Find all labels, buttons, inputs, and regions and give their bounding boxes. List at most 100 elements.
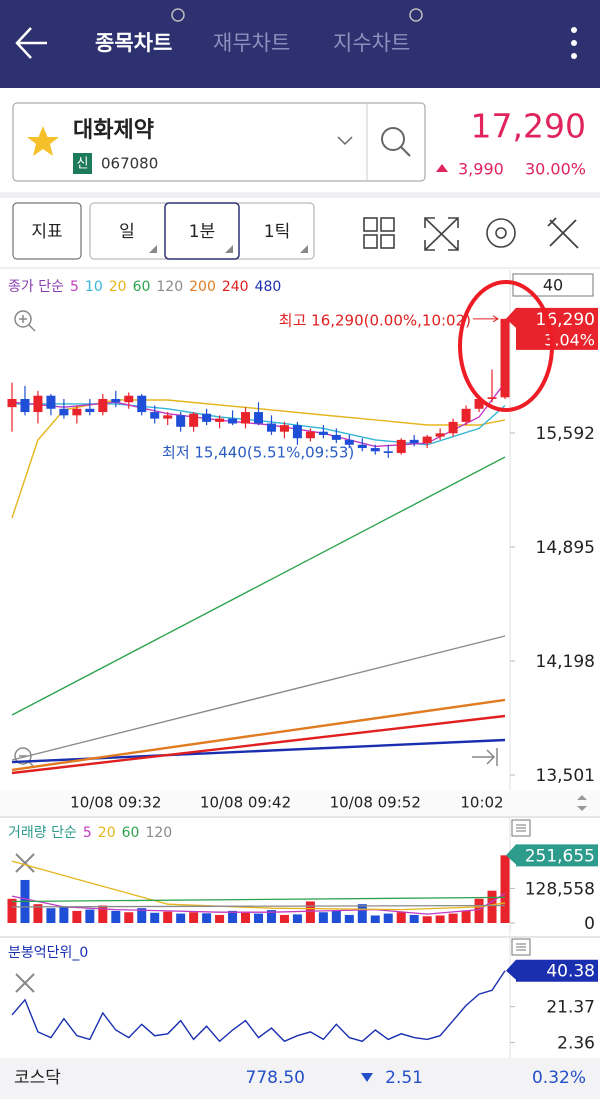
back-button[interactable] bbox=[15, 27, 47, 59]
legend-entry: 20 bbox=[109, 279, 127, 295]
legend-title: 거래량 단순 bbox=[8, 825, 77, 841]
y-tick-label: 0 bbox=[584, 914, 595, 934]
period[interactable]: 일 bbox=[119, 222, 135, 242]
indicator-button[interactable] bbox=[12, 202, 82, 260]
scale-box-label: 40 bbox=[543, 276, 563, 295]
volume-bar bbox=[59, 906, 69, 923]
stock-name: 대화제약 bbox=[73, 118, 154, 143]
expand-button[interactable] bbox=[424, 217, 459, 251]
moving-average bbox=[11, 698, 506, 772]
candle-body bbox=[85, 408, 95, 413]
dropdown[interactable] bbox=[337, 136, 353, 146]
tools-button[interactable] bbox=[547, 217, 579, 249]
volume-bar bbox=[215, 914, 225, 923]
volume-bar bbox=[474, 898, 484, 923]
volume-bar bbox=[331, 910, 341, 923]
stock-box[interactable] bbox=[12, 102, 426, 182]
candle-body bbox=[137, 395, 147, 413]
panel-menu[interactable] bbox=[511, 938, 531, 956]
volume-bar bbox=[318, 912, 328, 923]
search-button[interactable] bbox=[381, 127, 411, 157]
volume-bar bbox=[150, 912, 160, 923]
settings-button[interactable] bbox=[486, 218, 516, 248]
candle-body bbox=[357, 444, 367, 449]
y-tick-label: 2.36 bbox=[557, 1034, 595, 1054]
menu-button[interactable] bbox=[571, 27, 577, 59]
y-tick-label: 40.38 bbox=[546, 962, 595, 982]
period-selected[interactable] bbox=[164, 202, 240, 260]
candle-body bbox=[500, 318, 510, 398]
volume-bar bbox=[292, 914, 302, 923]
layout-button[interactable] bbox=[363, 217, 395, 249]
up-arrow bbox=[436, 164, 448, 172]
index-change-rate: 0.32% bbox=[532, 1068, 586, 1088]
index-change: 2.51 bbox=[385, 1068, 423, 1088]
volume-bar bbox=[305, 901, 315, 923]
volume-bar bbox=[357, 904, 367, 923]
candle-body bbox=[331, 434, 341, 440]
volume-bar bbox=[487, 890, 497, 923]
candle-body bbox=[318, 431, 328, 435]
candle-body bbox=[111, 398, 121, 403]
candle-body bbox=[266, 423, 276, 432]
scroll-end[interactable] bbox=[472, 748, 498, 766]
moving-average bbox=[11, 714, 506, 775]
candle-body bbox=[292, 425, 302, 439]
candle-body bbox=[176, 415, 186, 427]
close-panel[interactable] bbox=[15, 853, 35, 873]
panel-menu[interactable] bbox=[511, 819, 531, 837]
x-axis-band bbox=[0, 790, 600, 816]
current-change: 3.04% bbox=[544, 330, 595, 349]
candle-body bbox=[461, 408, 471, 422]
tab[interactable]: 재무차트 bbox=[213, 31, 290, 55]
high-arrow bbox=[473, 315, 499, 323]
footer-bar bbox=[0, 1058, 600, 1099]
period[interactable]: 1틱 bbox=[264, 222, 290, 242]
candle-body bbox=[435, 433, 445, 437]
badge-text: 신 bbox=[77, 157, 89, 172]
candle-body bbox=[150, 412, 160, 419]
volume-bar bbox=[46, 908, 56, 923]
candle-body bbox=[72, 408, 82, 416]
moving-average bbox=[11, 456, 506, 716]
legend-entry: 60 bbox=[133, 279, 151, 295]
volume-bar bbox=[279, 914, 289, 923]
index-value: 778.50 bbox=[246, 1068, 305, 1088]
scale-box[interactable] bbox=[512, 273, 594, 297]
volume-bar bbox=[370, 915, 380, 923]
legend-title: 종가 단순 bbox=[8, 279, 64, 295]
tab[interactable]: 지수차트 bbox=[333, 31, 410, 55]
current-value-box bbox=[506, 959, 598, 982]
y-tick-label: 13,501 bbox=[536, 766, 595, 786]
volume-average bbox=[11, 860, 506, 911]
candle-body bbox=[487, 397, 497, 399]
legend-entry: 200 bbox=[189, 279, 216, 295]
candle-body bbox=[370, 448, 380, 452]
tab-active[interactable]: 종목차트 bbox=[95, 31, 172, 55]
top-bar bbox=[0, 0, 600, 88]
indicator-line bbox=[11, 970, 506, 1043]
x-tick-label: 10/08 09:32 bbox=[70, 794, 161, 812]
candle-body bbox=[20, 398, 30, 413]
volume-bar bbox=[266, 910, 276, 923]
favorite-star[interactable] bbox=[27, 126, 59, 156]
period[interactable]: 1분 bbox=[189, 222, 215, 242]
volume-bar bbox=[383, 913, 393, 923]
candle-body bbox=[422, 436, 432, 444]
highlight-circle bbox=[458, 280, 554, 412]
legend-entry: 10 bbox=[85, 279, 103, 295]
candle-body bbox=[279, 425, 289, 432]
close-panel[interactable] bbox=[15, 973, 35, 993]
candle-body bbox=[124, 395, 134, 403]
volume-bar bbox=[85, 909, 95, 923]
resize-handle[interactable] bbox=[577, 795, 587, 811]
legend-entry: 120 bbox=[156, 279, 183, 295]
separator bbox=[0, 192, 600, 198]
y-tick-label: 15,592 bbox=[536, 424, 595, 444]
zoom-in[interactable] bbox=[14, 310, 36, 332]
candle-body bbox=[383, 451, 393, 453]
volume-bar bbox=[422, 916, 432, 923]
